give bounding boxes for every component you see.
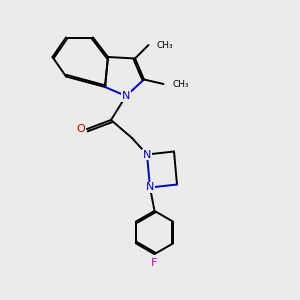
Text: CH₃: CH₃ <box>172 80 189 88</box>
Text: CH₃: CH₃ <box>157 40 173 50</box>
Text: F: F <box>151 257 158 268</box>
Text: N: N <box>122 91 130 101</box>
Text: O: O <box>76 124 85 134</box>
Text: N: N <box>143 149 151 160</box>
Text: N: N <box>146 182 154 193</box>
